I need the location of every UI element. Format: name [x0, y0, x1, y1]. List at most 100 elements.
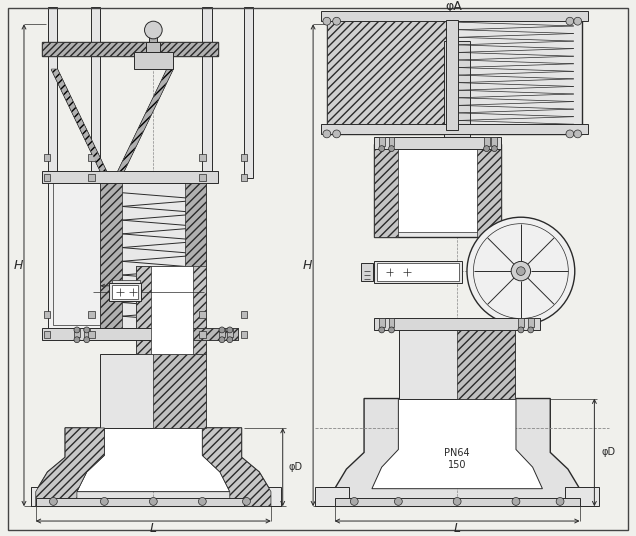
Circle shape [323, 130, 331, 138]
Bar [492, 137, 497, 146]
Circle shape [379, 146, 385, 152]
Bar [90, 6, 100, 178]
Text: H: H [303, 259, 312, 272]
Circle shape [467, 217, 575, 325]
Bar [374, 318, 541, 330]
Bar [149, 32, 157, 42]
Polygon shape [118, 69, 173, 171]
Bar [227, 328, 233, 337]
Bar [379, 318, 385, 327]
Bar [200, 174, 206, 181]
Bar [135, 266, 206, 354]
Bar [112, 280, 140, 296]
Bar [374, 144, 398, 237]
Circle shape [333, 17, 340, 25]
Bar [84, 328, 90, 337]
Bar [200, 331, 206, 338]
Circle shape [511, 262, 530, 281]
Bar [100, 183, 122, 340]
Bar [240, 311, 247, 318]
Text: φA: φA [446, 0, 462, 13]
Circle shape [379, 327, 385, 333]
Polygon shape [77, 428, 230, 492]
Bar [399, 325, 515, 399]
Polygon shape [36, 428, 271, 507]
Bar [53, 178, 100, 325]
Bar [361, 263, 373, 281]
Circle shape [227, 337, 233, 343]
Circle shape [483, 146, 490, 152]
Circle shape [50, 497, 57, 505]
Circle shape [323, 17, 331, 25]
Bar [565, 487, 599, 507]
Circle shape [453, 497, 461, 505]
Bar [41, 42, 218, 56]
Polygon shape [112, 292, 130, 300]
Circle shape [574, 130, 582, 138]
Bar [202, 6, 212, 178]
Polygon shape [372, 399, 543, 489]
Bar [41, 328, 218, 340]
Circle shape [516, 267, 525, 276]
Bar [31, 487, 65, 507]
Bar [240, 331, 247, 338]
Circle shape [389, 327, 394, 333]
Bar [379, 137, 385, 146]
Bar [184, 183, 206, 340]
Bar [36, 498, 244, 507]
Circle shape [556, 497, 564, 505]
Bar [327, 16, 454, 134]
Bar [446, 20, 458, 130]
Bar [315, 487, 349, 507]
Bar [240, 154, 247, 161]
Circle shape [389, 146, 394, 152]
Text: φD: φD [601, 448, 616, 457]
Polygon shape [36, 428, 104, 507]
Polygon shape [52, 69, 106, 171]
Text: H: H [13, 259, 23, 272]
Circle shape [512, 497, 520, 505]
Bar [109, 283, 141, 301]
Bar [389, 318, 394, 327]
Text: φA: φA [165, 272, 177, 282]
Bar [44, 154, 50, 161]
Circle shape [74, 327, 80, 333]
Circle shape [84, 337, 90, 343]
Text: L: L [453, 523, 460, 535]
Circle shape [566, 130, 574, 138]
Circle shape [333, 130, 340, 138]
Bar [48, 173, 106, 330]
Circle shape [149, 497, 157, 505]
Bar [384, 148, 492, 232]
Bar [100, 183, 206, 340]
Bar [88, 154, 95, 161]
Bar [477, 144, 501, 237]
Bar [483, 137, 490, 146]
Bar [135, 266, 206, 354]
Bar [100, 354, 206, 428]
Circle shape [242, 497, 251, 505]
Circle shape [144, 21, 162, 39]
Circle shape [219, 337, 225, 343]
Bar [374, 144, 501, 237]
Circle shape [100, 497, 108, 505]
Circle shape [518, 327, 524, 333]
Circle shape [394, 497, 403, 505]
Bar [146, 42, 160, 51]
Bar [528, 318, 534, 327]
Circle shape [198, 497, 206, 505]
Bar [321, 124, 588, 134]
Text: PN64
150: PN64 150 [445, 449, 470, 470]
Bar [153, 328, 238, 340]
Bar [389, 137, 394, 146]
Bar [48, 6, 57, 178]
Bar [134, 51, 173, 69]
Circle shape [492, 146, 497, 152]
Bar [518, 318, 524, 327]
Polygon shape [335, 399, 579, 507]
Bar [41, 42, 218, 56]
Bar [374, 137, 501, 148]
Bar [240, 174, 247, 181]
Circle shape [574, 17, 582, 25]
Bar [44, 311, 50, 318]
